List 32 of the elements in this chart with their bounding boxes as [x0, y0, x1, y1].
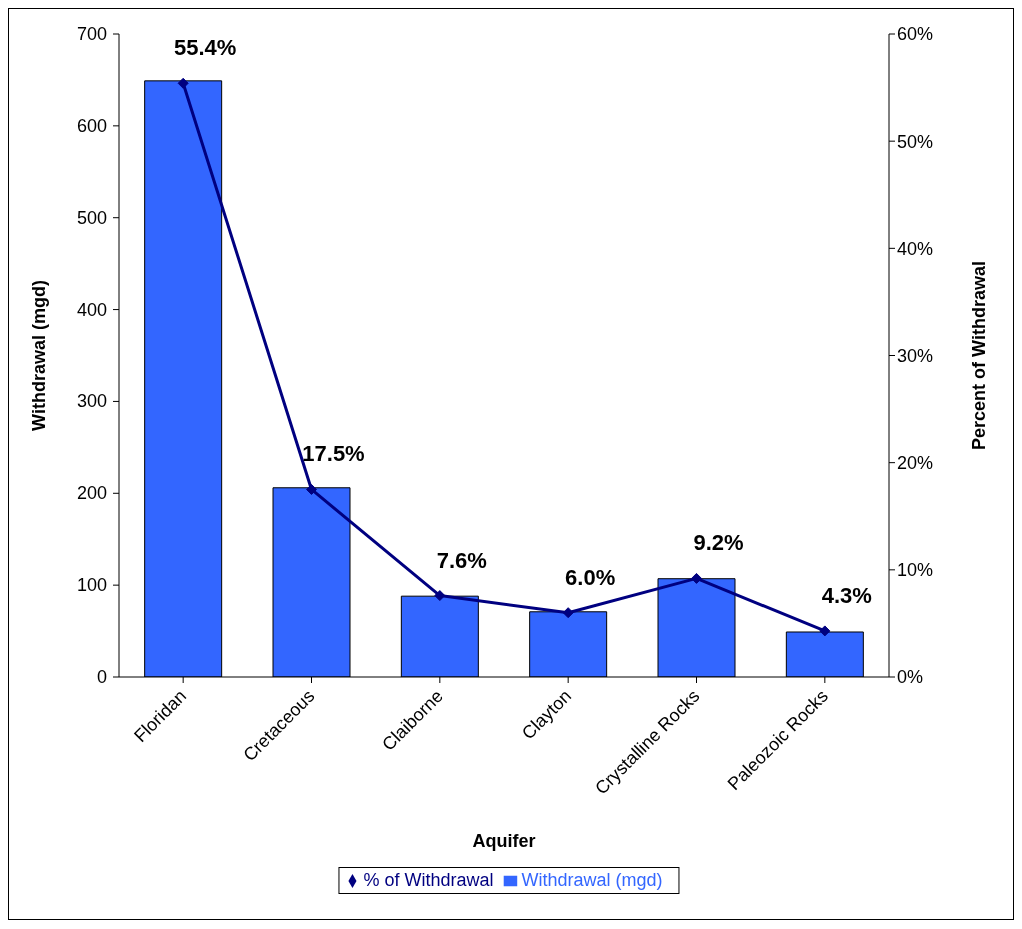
y-axis-title: Withdrawal (mgd) [29, 280, 50, 431]
y-tick-label: 100 [76, 575, 107, 596]
point [306, 483, 317, 495]
y-tick-label: 500 [76, 207, 107, 228]
legend-label: % of Withdrawal [363, 870, 494, 890]
y-tick-label: 200 [76, 483, 107, 504]
data-label: 7.6% [436, 547, 487, 573]
data-label: 6.0% [565, 564, 616, 590]
data-label: 55.4% [173, 35, 237, 61]
y-tick-label: 0 [96, 667, 107, 687]
point [562, 607, 574, 619]
y2-tick-label: 20% [897, 453, 934, 474]
data-label: 17.5% [302, 441, 365, 467]
y2-tick-label: 10% [897, 560, 934, 581]
y2-tick-label: 0% [897, 667, 924, 688]
y2-tick-label: 60% [897, 24, 934, 45]
data-label: 9.2% [693, 530, 744, 556]
point [177, 77, 189, 89]
y-tick-label: 700 [76, 24, 107, 44]
y2-tick-label: 40% [897, 238, 934, 259]
y-tick-label: 300 [76, 391, 107, 412]
point [819, 625, 831, 637]
legend-label: Withdrawal (mgd) [521, 870, 663, 890]
y2-axis-title: Percent of Withdrawal [969, 261, 990, 450]
point [691, 572, 702, 584]
point [434, 590, 446, 602]
y2-tick-label: 30% [897, 345, 934, 366]
data-label: 4.3% [821, 582, 872, 608]
y-tick-label: 400 [76, 299, 107, 320]
y-tick-label: 600 [76, 115, 107, 136]
y2-tick-label: 50% [897, 131, 934, 152]
x-axis-title: Aquifer [472, 831, 536, 851]
